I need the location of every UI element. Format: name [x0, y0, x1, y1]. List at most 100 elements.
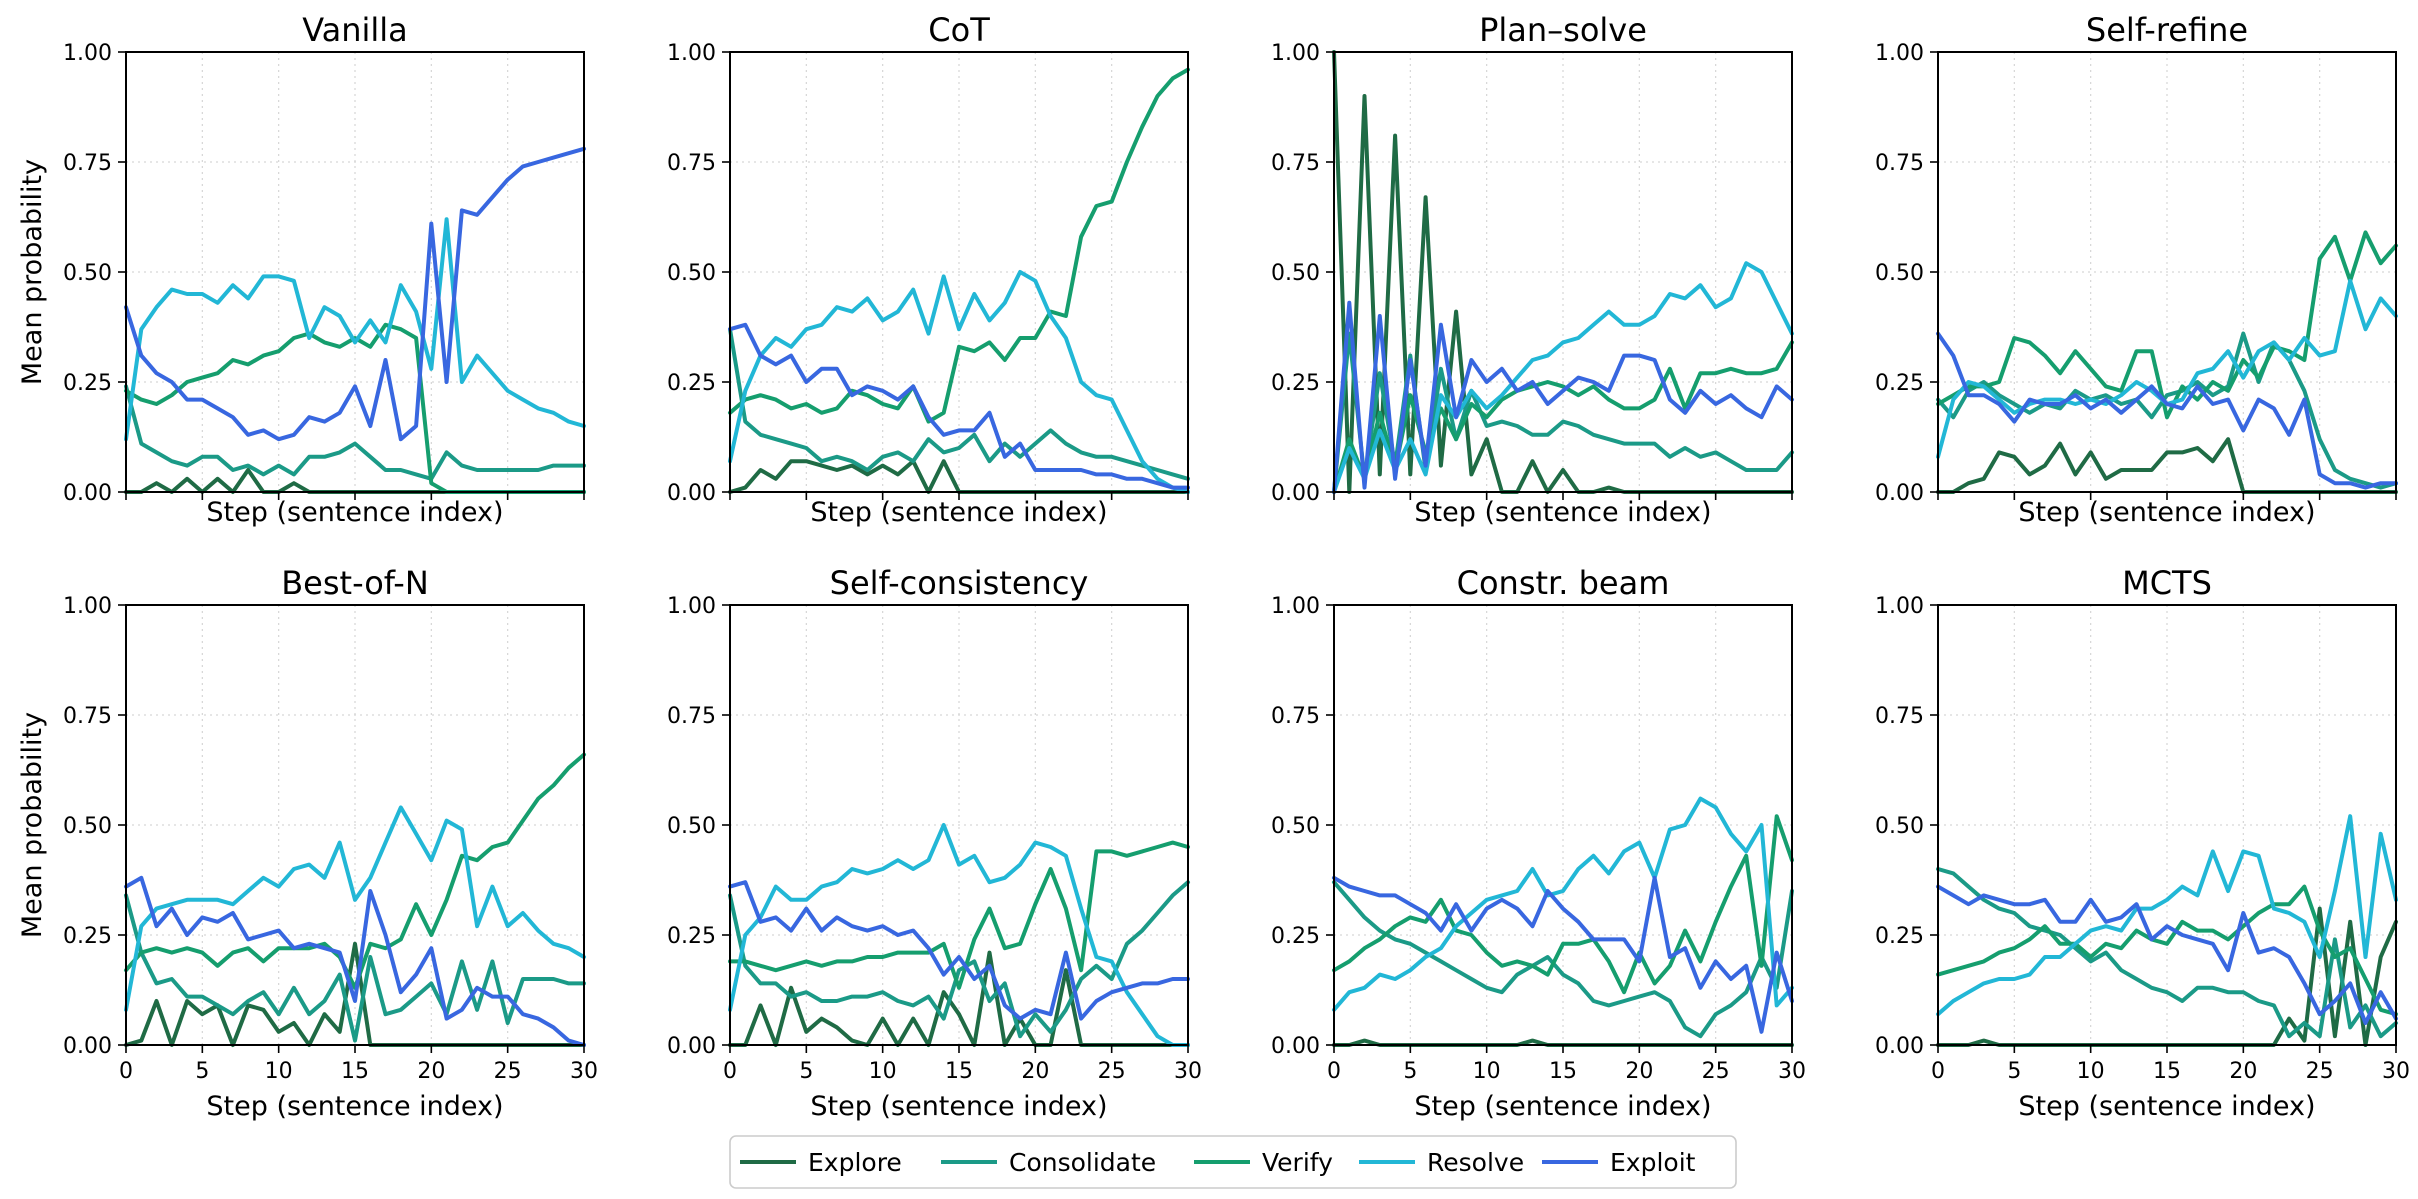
- x-axis-label: Step (sentence index): [2018, 1091, 2315, 1122]
- y-tick-label: 0.00: [1271, 481, 1320, 506]
- y-axis-label: Mean probability: [17, 159, 48, 385]
- x-tick-label: 30: [2382, 1059, 2410, 1084]
- series-line-verify: [1332, 340, 1794, 494]
- panel-best-of-n: 0.00 0.25 0.50 0.75 1.00 0 5 10 15 20 25 30 Best-of-…: [17, 564, 598, 1122]
- x-tick-label: 30: [1778, 1059, 1806, 1084]
- y-tick-label: 0.25: [1271, 924, 1320, 949]
- x-tick-label: 30: [1174, 1059, 1202, 1084]
- y-tick-label: 0.25: [667, 924, 716, 949]
- y-tick-label: 0.50: [667, 261, 716, 286]
- series-line-verify: [1936, 230, 2398, 420]
- legend-label: Exploit: [1610, 1148, 1696, 1177]
- series-group: [728, 823, 1190, 1047]
- x-tick-label: 10: [265, 1059, 293, 1084]
- panel-self-consistency: 0.00 0.25 0.50 0.75 1.00 0 5 10 15 20 25 30 Self-con…: [667, 564, 1202, 1122]
- series-line-exploit: [1936, 884, 2398, 1025]
- x-tick-label: 20: [1625, 1059, 1653, 1084]
- x-tick-label: 10: [869, 1059, 897, 1084]
- panel-mcts: 0.00 0.25 0.50 0.75 1.00 0 5 10 15 20 25 30 MCTS Step…: [1875, 564, 2410, 1122]
- series-line-resolve: [728, 270, 1190, 494]
- chart-title: CoT: [928, 11, 990, 49]
- x-axis-label: Step (sentence index): [810, 1091, 1107, 1122]
- y-tick-label: 1.00: [1271, 41, 1320, 66]
- y-tick-label: 0.50: [63, 261, 112, 286]
- series-line-resolve: [1332, 261, 1794, 494]
- y-tick-label: 0.25: [1875, 924, 1924, 949]
- y-tick-label: 1.00: [1271, 594, 1320, 619]
- legend-label: Verify: [1262, 1148, 1333, 1177]
- y-tick-label: 0.25: [667, 371, 716, 396]
- chart-title: Vanilla: [302, 11, 408, 49]
- legend-label: Consolidate: [1009, 1148, 1156, 1177]
- series-line-consolidate: [1936, 867, 2398, 1039]
- y-tick-label: 0.50: [63, 814, 112, 839]
- x-tick-label: 5: [1403, 1059, 1417, 1084]
- series-line-consolidate: [124, 384, 586, 481]
- x-tick-label: 25: [494, 1059, 522, 1084]
- series-line-consolidate: [124, 893, 586, 1043]
- series-line-verify: [728, 67, 1190, 424]
- x-axis-label: Step (sentence index): [206, 497, 503, 528]
- y-tick-label: 0.25: [1875, 371, 1924, 396]
- panel-plan-solve: 0.00 0.25 0.50 0.75 1.00 Plan–solve Step (sent…: [1271, 11, 1794, 528]
- x-tick-label: 25: [2306, 1059, 2334, 1084]
- panel-self-refine: 0.00 0.25 0.50 0.75 1.00 Self-refine Step (sen…: [1875, 11, 2398, 528]
- series-line-exploit: [1936, 331, 2398, 490]
- panel-cot: 0.00 0.25 0.50 0.75 1.00 CoT Step (sentence in…: [667, 11, 1190, 528]
- legend-item-exploit: Exploit: [1542, 1148, 1696, 1177]
- y-tick-label: 0.75: [1271, 704, 1320, 729]
- series-line-resolve: [1936, 814, 2398, 1017]
- y-tick-label: 0.50: [1875, 814, 1924, 839]
- chart-title: Self-refine: [2086, 11, 2248, 49]
- legend-item-verify: Verify: [1194, 1148, 1333, 1177]
- legend-item-consolidate: Consolidate: [941, 1148, 1156, 1177]
- series-group: [728, 67, 1190, 494]
- chart-title: Plan–solve: [1479, 11, 1647, 49]
- x-axis-label: Step (sentence index): [1414, 497, 1711, 528]
- y-tick-label: 0.75: [667, 704, 716, 729]
- x-axis-label: Step (sentence index): [2018, 497, 2315, 528]
- panels: 0.00 0.25 0.50 0.75 1.00 Vanilla Step (sentenc…: [17, 11, 2410, 1122]
- series-line-consolidate: [1332, 331, 1794, 494]
- x-axis-label: Step (sentence index): [810, 497, 1107, 528]
- y-tick-label: 0.00: [63, 481, 112, 506]
- x-tick-label: 10: [1473, 1059, 1501, 1084]
- series-line-exploit: [728, 322, 1190, 490]
- y-tick-label: 0.75: [1271, 151, 1320, 176]
- series-line-exploit: [728, 880, 1190, 1021]
- y-tick-label: 0.00: [1875, 481, 1924, 506]
- legend: Explore Consolidate Verify Resolve Exploit: [729, 1135, 1737, 1189]
- y-tick-label: 0.25: [1271, 371, 1320, 396]
- x-axis-label: Step (sentence index): [206, 1091, 503, 1122]
- x-tick-label: 15: [945, 1059, 973, 1084]
- series-line-exploit: [1332, 300, 1794, 494]
- series-line-exploit: [124, 146, 586, 442]
- x-tick-label: 25: [1702, 1059, 1730, 1084]
- x-tick-label: 20: [417, 1059, 445, 1084]
- x-tick-label: 20: [2229, 1059, 2257, 1084]
- chart-title: Constr. beam: [1457, 564, 1670, 602]
- series-line-verify: [1936, 884, 2398, 1017]
- series-line-resolve: [124, 217, 586, 442]
- series-line-resolve: [728, 823, 1190, 1047]
- series-line-consolidate: [728, 880, 1190, 1039]
- y-tick-label: 0.00: [1875, 1034, 1924, 1059]
- series-line-consolidate: [1332, 880, 1794, 1039]
- legend-item-explore: Explore: [740, 1148, 902, 1177]
- x-tick-label: 15: [2153, 1059, 2181, 1084]
- y-tick-label: 1.00: [63, 594, 112, 619]
- x-tick-label: 0: [119, 1059, 133, 1084]
- y-axis-label: Mean probability: [17, 712, 48, 938]
- y-tick-label: 1.00: [667, 594, 716, 619]
- y-tick-label: 1.00: [1875, 41, 1924, 66]
- y-tick-label: 0.75: [1875, 704, 1924, 729]
- y-tick-label: 0.00: [667, 481, 716, 506]
- y-tick-label: 1.00: [1875, 594, 1924, 619]
- y-tick-label: 0.50: [1875, 261, 1924, 286]
- x-tick-label: 20: [1021, 1059, 1049, 1084]
- panel-constr-beam: 0.00 0.25 0.50 0.75 1.00 0 5 10 15 20 25 30 Constr. …: [1271, 564, 1806, 1122]
- y-tick-label: 0.75: [63, 704, 112, 729]
- x-tick-label: 5: [2007, 1059, 2021, 1084]
- series-line-resolve: [124, 805, 586, 1012]
